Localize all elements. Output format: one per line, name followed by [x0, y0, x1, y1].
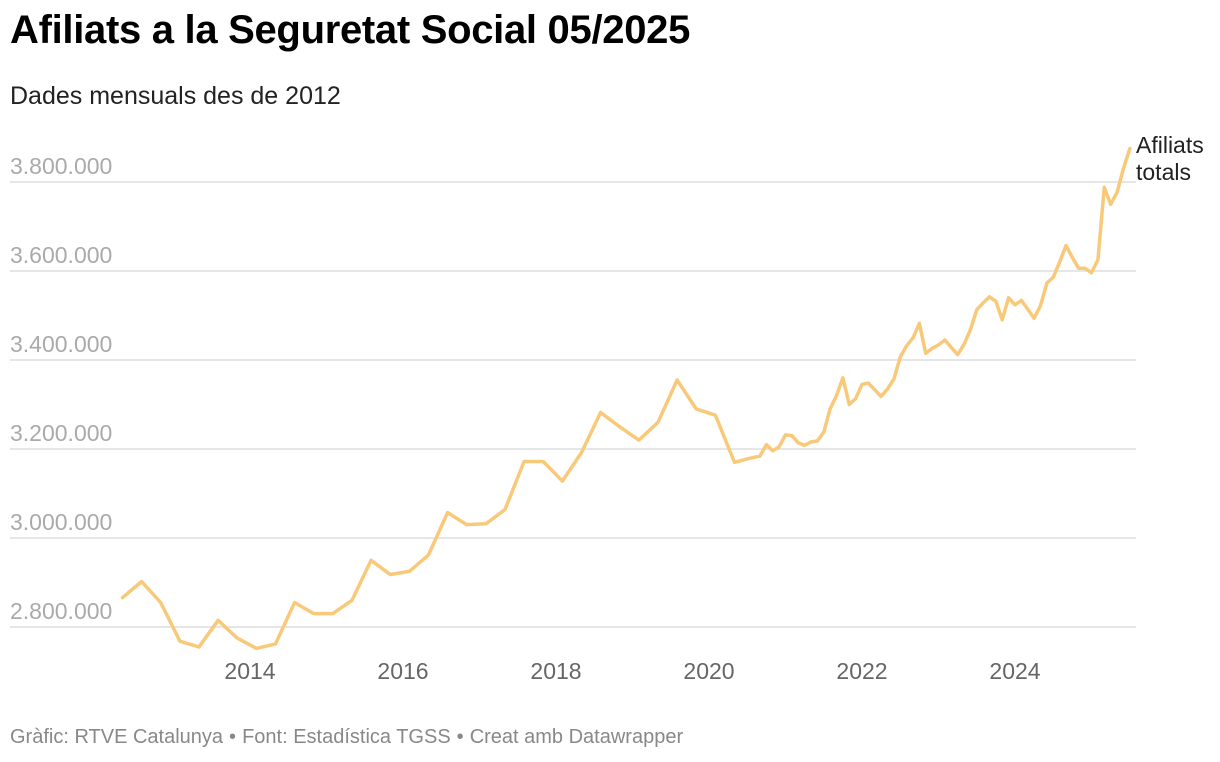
y-tick-label: 3.800.000: [10, 153, 112, 179]
line-chart: 2.800.000 3.000.000 3.200.000 3.400.000 3.60…: [10, 132, 1204, 684]
y-tick-label: 3.000.000: [10, 509, 112, 535]
x-tick-label: 2020: [683, 658, 734, 684]
y-axis-tick-labels: 2.800.000 3.000.000 3.200.000 3.400.000 3.60…: [10, 153, 112, 624]
series-label-line: totals: [1136, 159, 1191, 185]
series-label-line: Afiliats: [1136, 132, 1204, 158]
x-tick-label: 2014: [224, 658, 275, 684]
y-tick-label: 3.600.000: [10, 242, 112, 268]
x-tick-label: 2022: [836, 658, 887, 684]
y-tick-label: 3.400.000: [10, 331, 112, 357]
x-tick-label: 2018: [530, 658, 581, 684]
x-tick-label: 2024: [989, 658, 1040, 684]
x-axis-tick-labels: 2014 2016 2018 2020 2022 2024: [224, 658, 1040, 684]
footer-source: Font: Estadística TGSS: [242, 726, 451, 748]
chart-footer: Gràfic: RTVE Catalunya • Font: Estadística…: [10, 726, 683, 749]
y-tick-label: 2.800.000: [10, 598, 112, 624]
footer-separator: •: [456, 726, 464, 748]
footer-graphic-credit: Gràfic: RTVE Catalunya: [10, 726, 224, 748]
footer-separator: •: [229, 726, 237, 748]
chart-subtitle: Dades mensuals des de 2012: [10, 82, 341, 110]
series-label-layer: Afiliats totals: [1136, 132, 1204, 185]
footer-tool: Creat amb Datawrapper: [469, 726, 684, 748]
gridlines: [10, 181, 1136, 628]
series-layer: [120, 146, 1132, 651]
series-line: [120, 146, 1132, 651]
chart-title: Afiliats a la Seguretat Social 05/2025: [10, 8, 691, 52]
series-label: Afiliats totals: [1136, 132, 1204, 185]
y-tick-label: 3.200.000: [10, 420, 112, 446]
x-tick-label: 2016: [377, 658, 428, 684]
